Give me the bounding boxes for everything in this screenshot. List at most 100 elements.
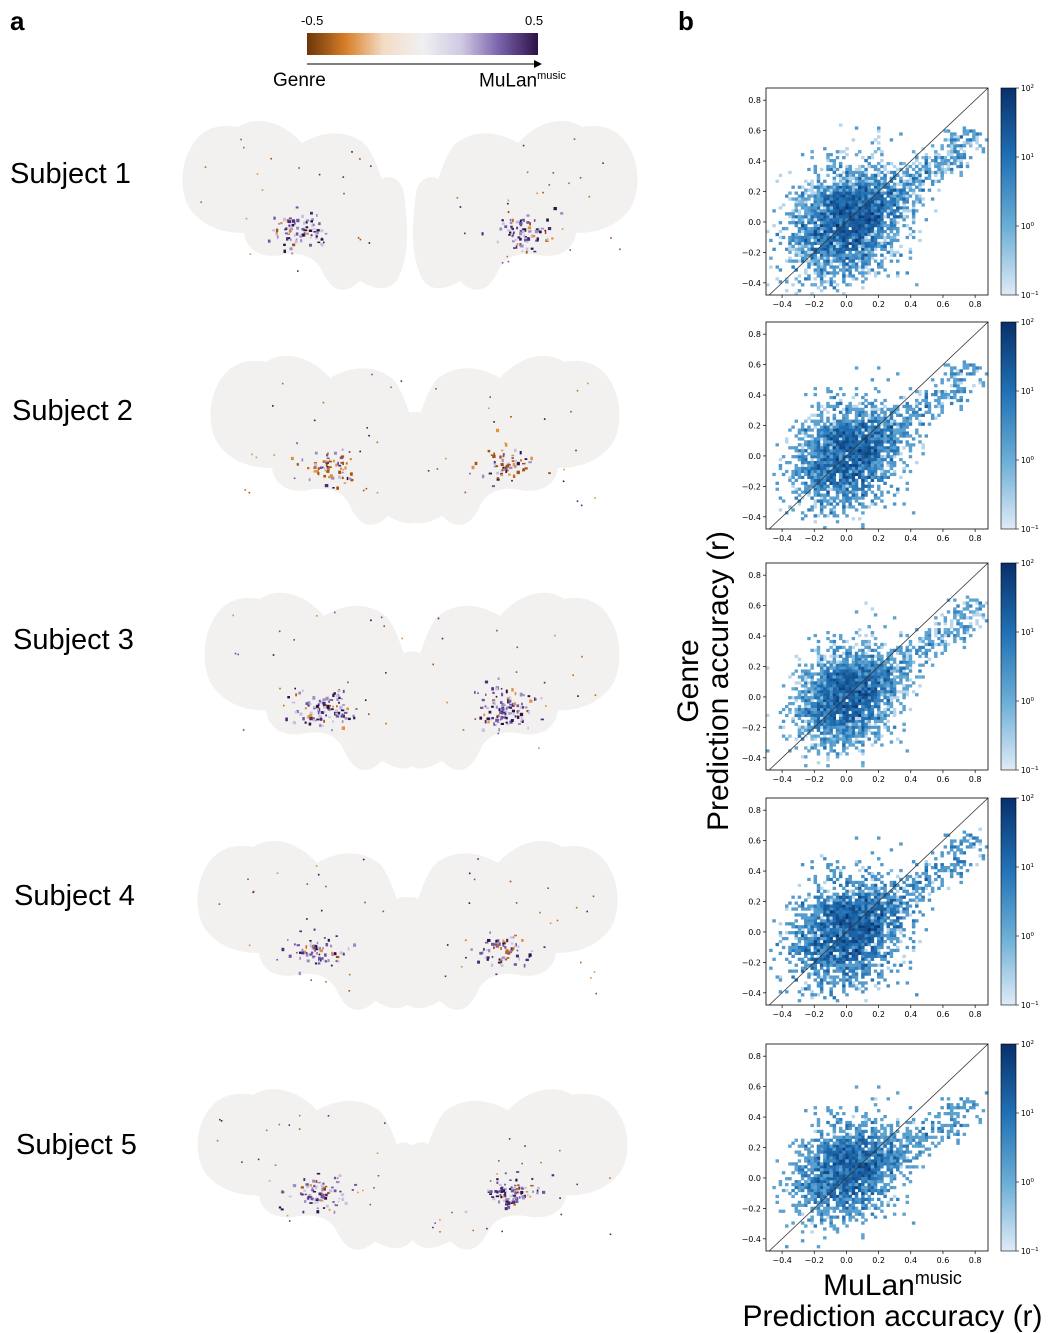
y-tick-label: 0.4 bbox=[748, 157, 761, 166]
plot-background bbox=[766, 563, 988, 770]
x-tick-label: 0.4 bbox=[904, 534, 917, 543]
y-tick-label: 0.6 bbox=[748, 602, 761, 611]
y-tick-label: 0.8 bbox=[748, 806, 761, 815]
y-tick-label: 0.0 bbox=[748, 218, 761, 227]
colorbar-tick-label: 100 bbox=[1021, 222, 1035, 231]
plot-frame bbox=[766, 322, 988, 529]
y-tick-label: −0.4 bbox=[742, 513, 761, 522]
y-tick-label: 0.4 bbox=[748, 1113, 761, 1122]
y-tick-label: 0.8 bbox=[748, 571, 761, 580]
y-tick-label: 0.2 bbox=[748, 663, 761, 672]
colorbar-tick-label: 101 bbox=[1021, 153, 1034, 162]
left-hemisphere bbox=[183, 121, 408, 290]
y-tick-label: 0.6 bbox=[748, 1083, 761, 1092]
subject-5-flatmap bbox=[198, 1089, 628, 1250]
y-tick-label: −0.4 bbox=[742, 1235, 761, 1244]
y-tick-label: −0.2 bbox=[742, 248, 761, 257]
y-tick-label: 0.2 bbox=[748, 188, 761, 197]
identity-line bbox=[769, 563, 988, 770]
y-tick-label: 0.2 bbox=[748, 1144, 761, 1153]
identity-line bbox=[769, 798, 988, 1005]
x-tick-label: 0.4 bbox=[904, 1010, 917, 1019]
y-tick-label: 0.0 bbox=[748, 693, 761, 702]
plot-background bbox=[766, 322, 988, 529]
colorbar-tick-label: 102 bbox=[1021, 794, 1034, 803]
y-tick-label: 0.8 bbox=[748, 1052, 761, 1061]
colorbar-tick-label: 10−1 bbox=[1021, 766, 1039, 775]
colorbar-tick-label: 10−1 bbox=[1021, 291, 1039, 300]
colorbar-tick-label: 102 bbox=[1021, 1040, 1034, 1049]
colorbar-tick-label: 102 bbox=[1021, 559, 1034, 568]
colorbar-tick-label: 10−1 bbox=[1021, 525, 1039, 534]
y-tick-label: 0.2 bbox=[748, 422, 761, 431]
y-tick-label: 0.6 bbox=[748, 127, 761, 136]
identity-line bbox=[769, 1044, 988, 1251]
colorbar-tick-label: 102 bbox=[1021, 84, 1034, 93]
x-tick-label: 0.2 bbox=[872, 300, 885, 309]
y-tick-label: −0.4 bbox=[742, 754, 761, 763]
y-tick-label: 0.8 bbox=[748, 330, 761, 339]
x-tick-label: 0.6 bbox=[937, 775, 950, 784]
plot-frame bbox=[766, 88, 988, 295]
plot-frame bbox=[766, 798, 988, 1005]
x-tick-label: −0.2 bbox=[805, 300, 824, 309]
colorbar-tick-label: 101 bbox=[1021, 863, 1034, 872]
x-tick-label: −0.4 bbox=[772, 775, 791, 784]
right-hemisphere bbox=[395, 356, 620, 525]
y-tick-label: 0.8 bbox=[748, 96, 761, 105]
x-tick-label: 0.8 bbox=[969, 1010, 982, 1019]
x-tick-label: 0.8 bbox=[969, 775, 982, 784]
x-tick-label: 0.0 bbox=[840, 1010, 853, 1019]
density-bins bbox=[772, 1085, 988, 1248]
y-tick-label: 0.4 bbox=[748, 632, 761, 641]
y-tick-label: 0.0 bbox=[748, 1174, 761, 1183]
left-hemisphere bbox=[205, 593, 430, 770]
colorbar-tick-label: 10−1 bbox=[1021, 1001, 1039, 1010]
right-hemisphere bbox=[403, 1089, 628, 1250]
colorbar-tick-label: 10−1 bbox=[1021, 1247, 1039, 1256]
panel-b-label: b bbox=[678, 6, 694, 37]
x-tick-label: −0.2 bbox=[805, 1010, 824, 1019]
density-bins bbox=[769, 828, 988, 1003]
y-tick-label: −0.2 bbox=[742, 958, 761, 967]
subject-4-flatmap bbox=[198, 841, 618, 1010]
left-hemisphere bbox=[198, 1089, 423, 1250]
x-tick-label: 0.0 bbox=[840, 775, 853, 784]
y-tick-label: −0.4 bbox=[742, 279, 761, 288]
density-plot-1: −0.4 −0.2 0.0 0.2 0.4 0.6 0.8 −0.4 −0.2 0.0 0.2 0.4… bbox=[742, 84, 1039, 309]
plot-background bbox=[766, 88, 988, 295]
y-label-line2: Prediction accuracy (r) bbox=[704, 511, 734, 851]
subject-1-flatmap bbox=[183, 121, 638, 290]
density-colorbar bbox=[1001, 563, 1016, 770]
x-tick-label: −0.4 bbox=[772, 1010, 791, 1019]
colorbar-tick-label: 101 bbox=[1021, 628, 1034, 637]
right-hemisphere bbox=[393, 841, 618, 1010]
x-tick-label: 0.2 bbox=[872, 534, 885, 543]
identity-line bbox=[769, 88, 988, 295]
y-tick-label: 0.4 bbox=[748, 391, 761, 400]
colorbar-tick-label: 100 bbox=[1021, 697, 1035, 706]
right-hemisphere bbox=[413, 121, 638, 290]
x-label-sup: music bbox=[915, 1268, 962, 1288]
colorbar-tick-label: 100 bbox=[1021, 456, 1035, 465]
left-hemisphere bbox=[198, 841, 423, 1010]
density-colorbar bbox=[1001, 322, 1016, 529]
x-label-main: MuLan bbox=[823, 1269, 915, 1302]
colorbar-tick-label: 100 bbox=[1021, 932, 1035, 941]
density-colorbar bbox=[1001, 1044, 1016, 1251]
y-tick-label: −0.2 bbox=[742, 482, 761, 491]
x-tick-label: 0.8 bbox=[969, 534, 982, 543]
x-tick-label: 0.0 bbox=[840, 300, 853, 309]
colorbar-tick-label: 101 bbox=[1021, 1109, 1034, 1118]
colorbar-tick-label: 100 bbox=[1021, 1178, 1035, 1187]
y-tick-label: −0.4 bbox=[742, 989, 761, 998]
x-tick-label: 0.6 bbox=[937, 300, 950, 309]
x-tick-label: −0.4 bbox=[772, 300, 791, 309]
density-colorbar bbox=[1001, 88, 1016, 295]
density-colorbar bbox=[1001, 798, 1016, 1005]
x-tick-label: 0.4 bbox=[904, 300, 917, 309]
